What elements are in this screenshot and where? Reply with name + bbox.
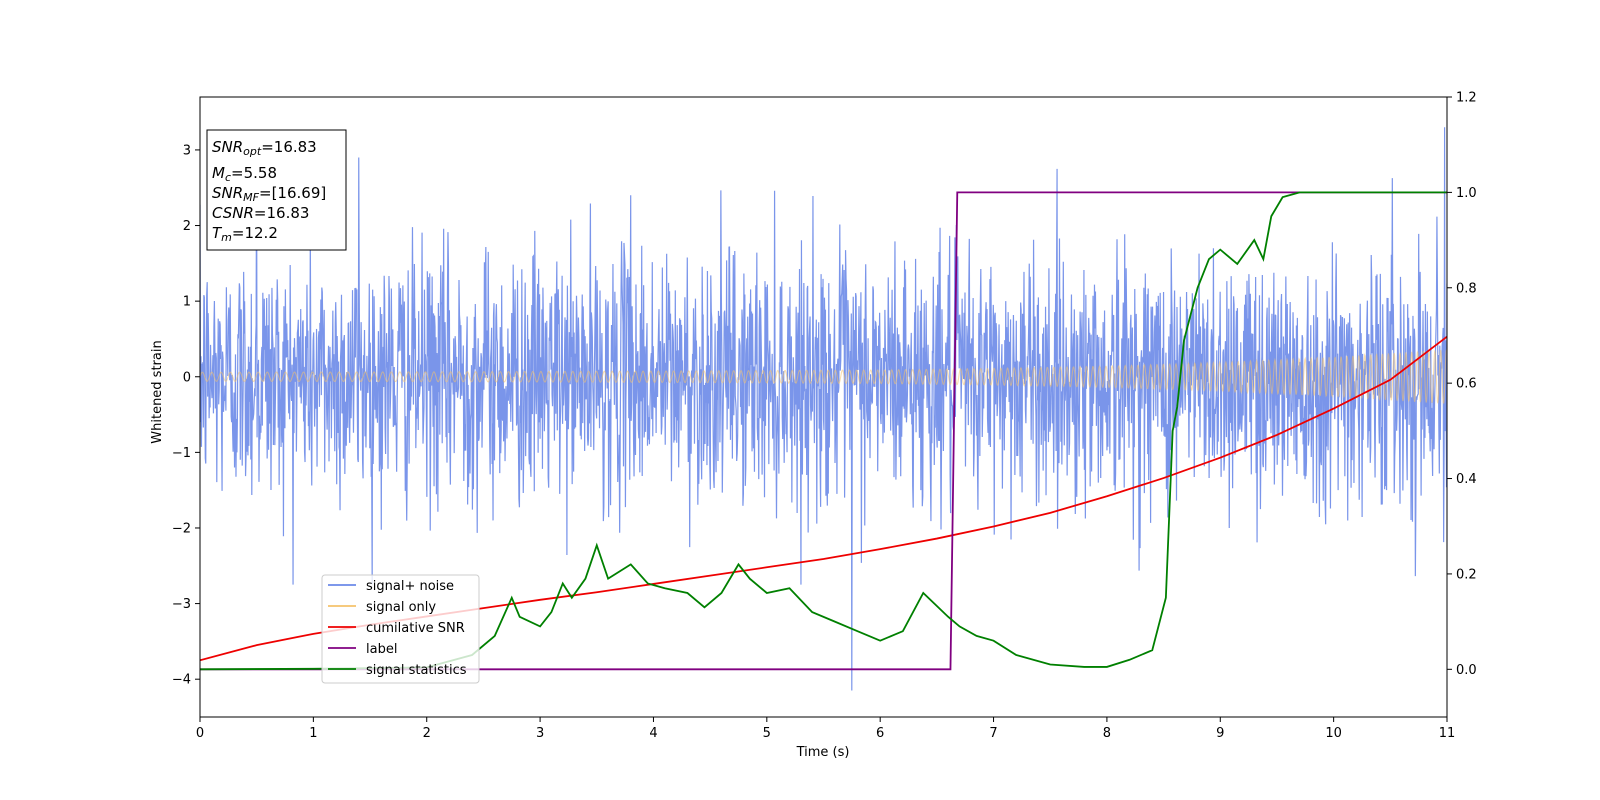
stat-csnr-main: CSNR (212, 204, 254, 222)
stat-mc-value: =5.58 (231, 164, 277, 182)
y-axis-left-ticks: −4 −3 −2 −1 0 1 2 3 (172, 143, 200, 688)
stat-csnr-value: =16.83 (254, 204, 310, 222)
x-tick-label: 5 (763, 726, 771, 741)
x-tick-label: 9 (1216, 726, 1224, 741)
y-right-tick-label: 1.0 (1456, 186, 1477, 201)
x-tick-label: 0 (196, 726, 204, 741)
stat-snr-opt-value: =16.83 (261, 138, 317, 156)
x-tick-label: 3 (536, 726, 544, 741)
plot-frame (199, 96, 1448, 718)
y-left-tick-label: −3 (172, 597, 191, 612)
legend-frame (321, 574, 480, 684)
stats-box: SNRopt=16.83 Mc=5.58 SNRMF=[16.69] CSNR=… (206, 129, 347, 251)
x-tick-label: 4 (649, 726, 657, 741)
x-axis-ticks: 0 1 2 3 4 5 6 7 8 9 10 11 (196, 717, 1455, 741)
y-left-tick-label: 0 (183, 370, 191, 385)
y-left-tick-label: 3 (183, 143, 191, 158)
x-axis-title: Time (s) (796, 745, 850, 760)
y-left-tick-label: −2 (172, 521, 191, 536)
x-tick-label: 6 (876, 726, 884, 741)
y-left-tick-label: 1 (183, 295, 191, 310)
y-right-tick-label: 0.4 (1456, 472, 1477, 487)
stat-snr-mf-main: SNR (212, 184, 243, 202)
x-tick-label: 7 (989, 726, 997, 741)
y-left-tick-label: 2 (183, 219, 191, 234)
x-tick-label: 2 (423, 726, 431, 741)
series-signal-only-line (200, 348, 1447, 404)
series-signal-noise-line (200, 127, 1447, 691)
series-label-line (200, 191, 1447, 671)
legend-label-cumulative-snr: cumilative SNR (366, 621, 465, 636)
stat-mc-main: M (212, 164, 225, 182)
y-axis-right-ticks: 0.0 0.2 0.4 0.6 0.8 1.0 1.2 (1447, 91, 1477, 678)
y-axis-left-title: Whitened strain (150, 340, 165, 443)
legend-label-signal-only: signal only (366, 600, 436, 615)
y-right-tick-label: 0.8 (1456, 281, 1477, 296)
y-right-tick-label: 0.0 (1456, 663, 1477, 678)
stat-tm-main: T (212, 224, 223, 242)
x-tick-label: 8 (1103, 726, 1111, 741)
legend-label-label: label (366, 642, 397, 657)
stat-snr-mf-value: =[16.69] (259, 184, 326, 202)
y-right-tick-label: 1.2 (1456, 91, 1477, 106)
y-left-tick-label: −1 (172, 446, 191, 461)
stat-mc: Mc=5.58 (212, 164, 277, 184)
y-right-tick-label: 0.6 (1456, 377, 1477, 392)
legend-label-signal-statistics: signal statistics (366, 663, 467, 678)
stat-snr-mf-sub: MF (243, 191, 259, 204)
x-tick-label: 1 (309, 726, 317, 741)
x-tick-label: 11 (1439, 726, 1456, 741)
stat-tm: Tm=12.2 (212, 224, 278, 244)
stat-snr-opt-sub: opt (243, 145, 262, 158)
stat-mc-sub: c (225, 171, 231, 184)
stat-snr-opt-main: SNR (212, 138, 243, 156)
y-left-tick-label: −4 (172, 673, 191, 688)
stat-snr-mf: SNRMF=[16.69] (212, 184, 326, 204)
legend: signal+ noise signal only cumilative SNR… (321, 574, 480, 684)
legend-label-signal-noise: signal+ noise (366, 579, 454, 594)
stat-csnr: CSNR=16.83 (212, 204, 309, 222)
x-tick-label: 10 (1325, 726, 1342, 741)
stat-tm-sub: m (221, 231, 232, 244)
series-signal-statistics-line (200, 191, 1447, 671)
y-right-tick-label: 0.2 (1456, 567, 1477, 582)
stat-tm-value: =12.2 (232, 224, 278, 242)
stat-snr-opt: SNRopt=16.83 (212, 138, 317, 158)
stats-box-frame (206, 129, 347, 251)
